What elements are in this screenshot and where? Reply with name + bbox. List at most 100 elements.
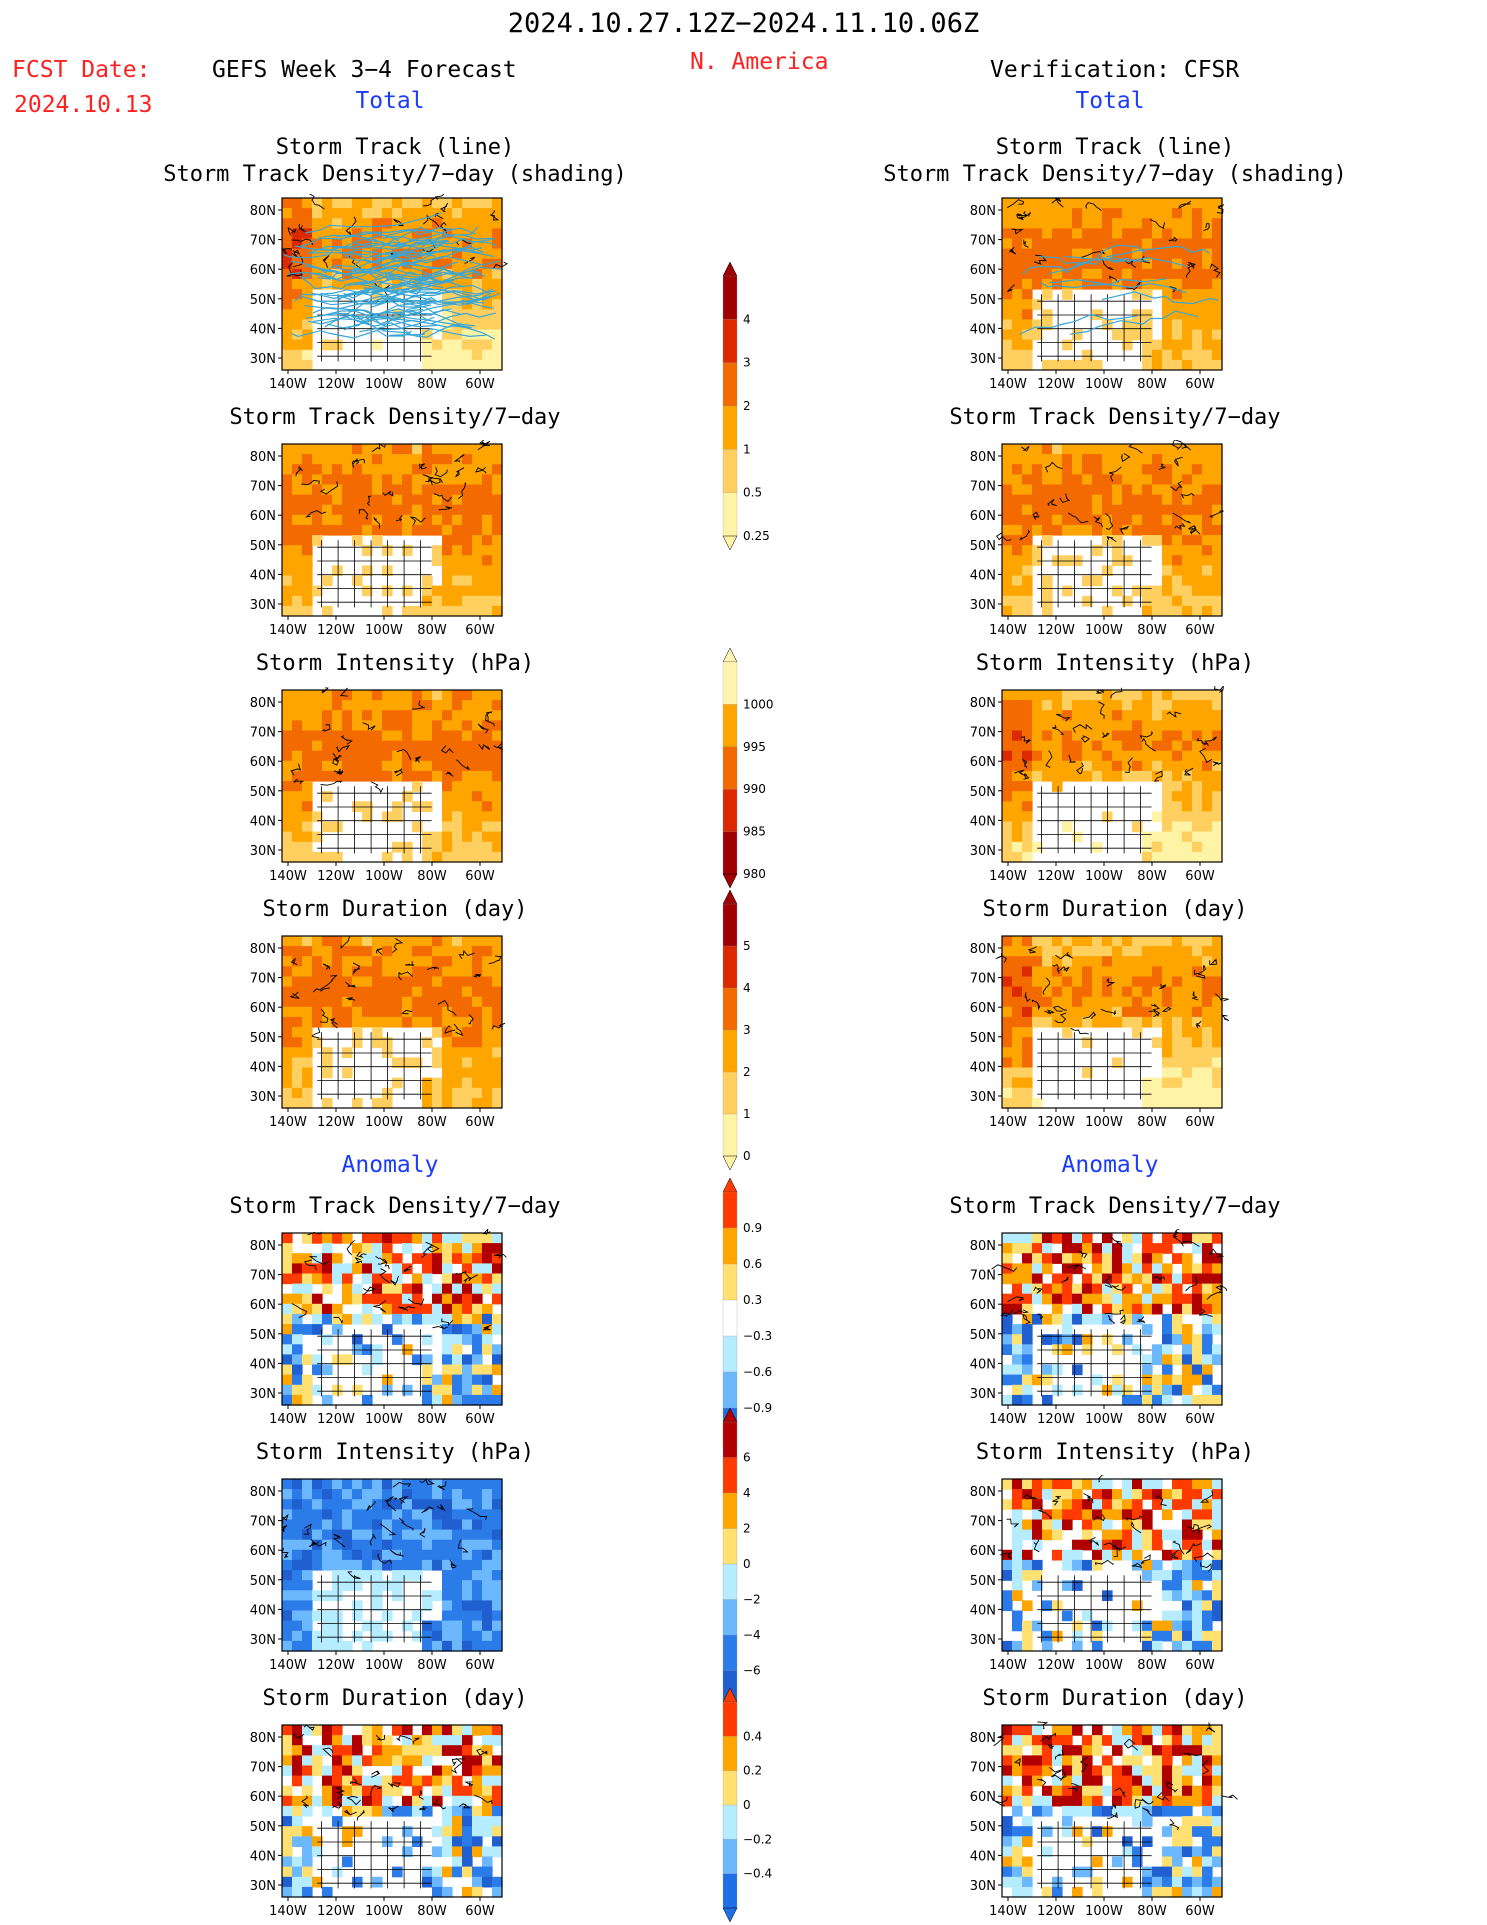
- date-range-title: 2024.10.27.12Z−2024.11.10.06Z: [507, 8, 980, 39]
- lat-tick-label: 50N: [970, 1820, 996, 1835]
- panel-title-track-line-left: Storm Track (line) Storm Track Density/7−…: [163, 135, 627, 187]
- panel-title-density-anomaly-left: Storm Track Density/7−day: [229, 1194, 561, 1219]
- lon-tick-label: 100W: [365, 869, 403, 884]
- lon-tick-label: 60W: [1185, 377, 1215, 392]
- panel-title-duration-anomaly-left: Storm Duration (day): [262, 1686, 528, 1711]
- panel-title-track-line-right: Storm Track (line) Storm Track Density/7−…: [883, 135, 1347, 187]
- lat-tick-label: 30N: [970, 352, 996, 367]
- lon-tick-label: 80W: [1137, 377, 1167, 392]
- colorbar-segment: [722, 1421, 738, 1459]
- lat-tick-label: 70N: [250, 1269, 276, 1284]
- colorbar-segment: [722, 1113, 738, 1157]
- lon-tick-label: 100W: [365, 1412, 403, 1427]
- colorbar-segment: [722, 661, 738, 706]
- lon-tick-label: 140W: [989, 1658, 1027, 1673]
- colorbar-label: −0.3: [743, 1329, 772, 1343]
- lon-tick-label: 120W: [317, 623, 355, 638]
- lat-tick-label: 50N: [970, 539, 996, 554]
- lat-tick-label: 60N: [250, 1544, 276, 1559]
- colorbar-label: 980: [743, 867, 766, 881]
- colorbar-segment: [722, 1263, 738, 1301]
- colorbar-label: 0.9: [743, 1221, 762, 1235]
- lat-tick-label: 50N: [970, 1574, 996, 1589]
- lon-tick-label: 140W: [269, 1412, 307, 1427]
- colorbar-segment: [722, 1457, 738, 1494]
- lon-tick-label: 60W: [465, 1115, 495, 1130]
- colorbar-segment: [722, 1191, 738, 1229]
- colorbar-label: −2: [743, 1593, 761, 1607]
- lat-tick-label: 70N: [970, 726, 996, 741]
- lon-tick-label: 60W: [465, 377, 495, 392]
- lon-tick-label: 120W: [1037, 623, 1075, 638]
- lon-tick-label: 140W: [989, 1115, 1027, 1130]
- lat-tick-label: 30N: [250, 598, 276, 613]
- lon-tick-label: 140W: [269, 1658, 307, 1673]
- colorbar-label: 4: [743, 1486, 751, 1500]
- colorbar-label: 1: [743, 442, 751, 456]
- colorbar-segment: [722, 1770, 738, 1806]
- lat-tick-label: 40N: [970, 1603, 996, 1618]
- lat-tick-label: 30N: [970, 598, 996, 613]
- colorbar-label: 1000: [743, 697, 774, 711]
- lon-tick-label: 100W: [365, 377, 403, 392]
- lon-tick-label: 120W: [317, 1904, 355, 1919]
- colorbar-bottom-arrow: [722, 873, 738, 888]
- colorbar-duration-total: 5 4 3 2 1 0: [722, 890, 751, 1170]
- colorbar-segment: [722, 1563, 738, 1601]
- colorbar-segment: [722, 1528, 738, 1565]
- colorbar-label: −0.4: [743, 1867, 772, 1881]
- lon-tick-label: 120W: [1037, 869, 1075, 884]
- lat-tick-label: 80N: [250, 696, 276, 711]
- lon-tick-label: 100W: [365, 623, 403, 638]
- lon-tick-label: 140W: [989, 623, 1027, 638]
- colorbar-top-arrow: [722, 890, 738, 905]
- colorbar-density-total: 4 3 2 1 0.5 0.25: [722, 262, 770, 550]
- colorbar-segment: [722, 945, 738, 989]
- section-anomaly-right: Anomaly: [1061, 1152, 1159, 1178]
- lat-tick-label: 80N: [970, 696, 996, 711]
- lon-tick-label: 120W: [317, 1115, 355, 1130]
- colorbar-duration-anomaly: 0.4 0.2 0 −0.2 −0.4: [722, 1688, 772, 1922]
- lat-tick-label: 40N: [250, 1603, 276, 1618]
- colorbar-segment: [722, 1873, 738, 1909]
- lat-tick-label: 70N: [970, 234, 996, 249]
- lat-tick-label: 80N: [970, 942, 996, 957]
- lat-tick-label: 30N: [970, 1387, 996, 1402]
- lat-tick-label: 60N: [250, 1298, 276, 1313]
- lon-tick-label: 140W: [269, 869, 307, 884]
- section-total-left: Total: [355, 88, 425, 114]
- lat-tick-label: 60N: [250, 263, 276, 278]
- colorbar-segment: [722, 789, 738, 833]
- colorbar-segment: [722, 746, 738, 790]
- panel-title-duration-left: Storm Duration (day): [262, 897, 528, 922]
- colorbar-label: 4: [743, 312, 751, 326]
- map-duration-anomaly-verification: 80N 70N 60N 50N 40N 30N 140W 120W 100W 80W 60W: [970, 1721, 1238, 1919]
- colorbar-label: −0.6: [743, 1365, 772, 1379]
- colorbar-top-arrow: [722, 1408, 738, 1423]
- colorbar-label: 1: [743, 1107, 751, 1121]
- colorbar-label: 3: [743, 1023, 751, 1037]
- lat-tick-label: 40N: [250, 1849, 276, 1864]
- lat-tick-label: 80N: [970, 1731, 996, 1746]
- lon-tick-label: 140W: [989, 377, 1027, 392]
- lon-tick-label: 60W: [1185, 1115, 1215, 1130]
- lon-tick-label: 100W: [1085, 377, 1123, 392]
- lon-tick-label: 120W: [317, 377, 355, 392]
- lat-tick-label: 40N: [970, 1357, 996, 1372]
- lat-tick-label: 30N: [970, 1633, 996, 1648]
- colorbar-segment: [722, 1299, 738, 1337]
- colorbar-segment: [722, 1634, 738, 1672]
- region-title: N. America: [690, 49, 829, 75]
- colorbar-intensity-total: 1000 995 990 985 980: [722, 648, 774, 888]
- lon-tick-label: 60W: [1185, 869, 1215, 884]
- lon-tick-label: 140W: [269, 1904, 307, 1919]
- colorbar-label: 5: [743, 939, 751, 953]
- colorbar-label: 0: [743, 1557, 751, 1571]
- lon-tick-label: 80W: [1137, 869, 1167, 884]
- lat-tick-label: 50N: [970, 1031, 996, 1046]
- lon-tick-label: 80W: [1137, 623, 1167, 638]
- lat-tick-label: 50N: [250, 1574, 276, 1589]
- colorbar-label: 0: [743, 1798, 751, 1812]
- lat-tick-label: 30N: [250, 844, 276, 859]
- lon-tick-label: 60W: [465, 623, 495, 638]
